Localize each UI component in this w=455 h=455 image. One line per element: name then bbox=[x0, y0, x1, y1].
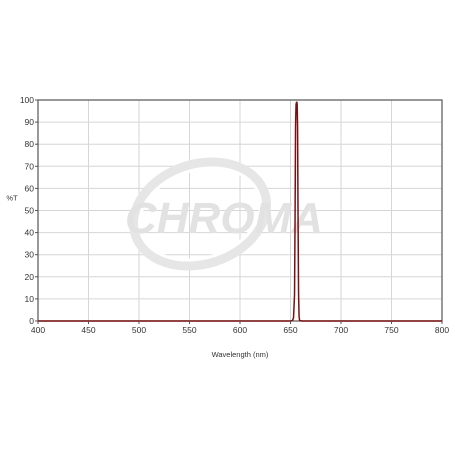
x-tick-label: 500 bbox=[132, 325, 146, 335]
y-tick-label: 50 bbox=[25, 206, 35, 216]
watermark-swoosh-outer bbox=[129, 157, 271, 271]
y-tick-label: 0 bbox=[29, 316, 34, 326]
y-tick-label: 20 bbox=[25, 272, 35, 282]
x-tick-label: 600 bbox=[233, 325, 247, 335]
x-tick-label: 450 bbox=[81, 325, 95, 335]
y-tick-label: 100 bbox=[20, 95, 34, 105]
y-tick-label: 10 bbox=[25, 294, 35, 304]
y-axis-label: %T bbox=[6, 194, 18, 203]
x-tick-label: 400 bbox=[31, 325, 45, 335]
x-axis-label: Wavelength (nm) bbox=[212, 350, 269, 359]
y-tick-label: 40 bbox=[25, 228, 35, 238]
series-layer bbox=[38, 101, 442, 322]
watermark-swoosh-inner bbox=[137, 166, 263, 262]
watermark-text: CHROMA bbox=[125, 194, 323, 243]
y-tick-label: 60 bbox=[25, 183, 35, 193]
series-line-0 bbox=[38, 101, 442, 322]
y-axis-ticks: 0 10 20 30 40 50 60 70 80 90 100 bbox=[20, 95, 38, 326]
x-tick-label: 750 bbox=[384, 325, 398, 335]
y-tick-label: 30 bbox=[25, 250, 35, 260]
x-tick-label: 700 bbox=[334, 325, 348, 335]
x-tick-label: 800 bbox=[435, 325, 449, 335]
x-axis-ticks: 400 450 500 550 600 650 700 750 800 bbox=[31, 321, 449, 335]
y-tick-label: 80 bbox=[25, 139, 35, 149]
x-tick-label: 550 bbox=[182, 325, 196, 335]
x-tick-label: 650 bbox=[283, 325, 297, 335]
y-tick-label: 70 bbox=[25, 161, 35, 171]
chroma-watermark: CHROMA bbox=[125, 157, 323, 271]
y-tick-label: 90 bbox=[25, 117, 35, 127]
